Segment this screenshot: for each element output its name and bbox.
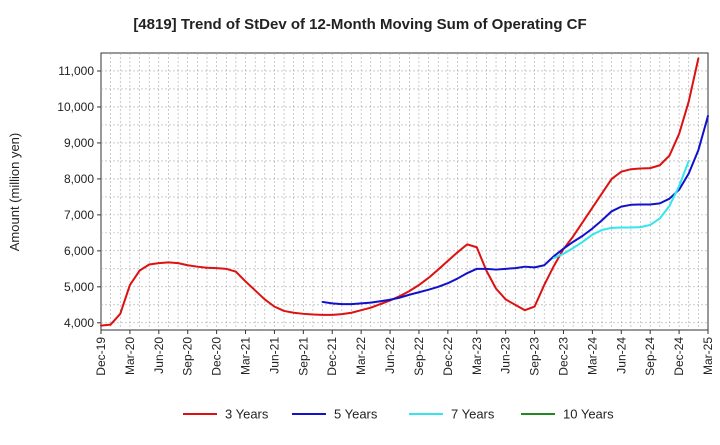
legend-item: 5 Years [292,407,378,422]
x-tick-label: Sep-22 [412,337,426,376]
y-tick-label: 8,000 [64,172,94,186]
x-tick-label: Dec-21 [325,337,339,376]
x-tick-label: Mar-22 [354,337,368,375]
series-line-5-years [321,114,709,306]
x-tick-label: Dec-23 [556,337,570,376]
x-tick-label: Jun-22 [383,337,397,374]
legend-label: 3 Years [225,407,269,422]
x-tick-label: Dec-19 [94,337,108,376]
legend-item: 7 Years [409,407,495,422]
y-tick-label: 10,000 [57,100,94,114]
legend-label: 5 Years [334,407,378,422]
x-tick-label: Sep-20 [181,337,195,376]
x-tick-label: Mar-24 [585,337,599,375]
x-tick-label: Sep-23 [528,337,542,376]
y-axis-label: Amount (million yen) [7,133,22,252]
series-line-3-years [100,57,700,327]
chart-title: [4819] Trend of StDev of 12-Month Moving… [133,16,586,33]
legend-label: 10 Years [563,407,614,422]
x-tick-label: Jun-23 [499,337,513,374]
x-tick-label: Sep-21 [296,337,310,376]
legend-label: 7 Years [451,407,495,422]
x-tick-label: Mar-25 [701,337,715,375]
plot-area [100,52,709,331]
legend: 3 Years 5 Years 7 Years 10 Years [183,407,614,422]
x-tick-label: Mar-23 [470,337,484,375]
y-tick-label: 11,000 [58,64,94,78]
x-tick-label: Jun-20 [152,337,166,374]
y-axis: 4,000 5,000 6,000 7,000 8,000 9,000 10,000 11,0… [57,64,101,330]
x-tick-label: Dec-20 [210,337,224,376]
legend-item: 3 Years [183,407,269,422]
series-lines [100,57,709,327]
x-tick-label: Dec-24 [672,337,686,376]
x-tick-label: Dec-22 [441,337,455,376]
x-tick-label: Jun-24 [614,337,628,374]
y-tick-label: 7,000 [64,208,94,222]
legend-item: 10 Years [521,407,614,422]
plot-frame [100,52,709,331]
x-axis: Dec-19 Mar-20 Jun-20 Sep-20 Dec-20 Mar-21 Jun-… [94,330,715,376]
series-line-7-years [552,159,690,260]
y-tick-label: 5,000 [64,280,94,294]
x-tick-label: Mar-20 [123,337,137,375]
x-tick-label: Jun-21 [267,337,281,374]
y-tick-label: 9,000 [64,136,94,150]
x-tick-label: Mar-21 [239,337,253,375]
y-tick-label: 6,000 [64,244,94,258]
x-tick-label: Sep-24 [643,337,657,376]
y-tick-label: 4,000 [64,316,94,330]
